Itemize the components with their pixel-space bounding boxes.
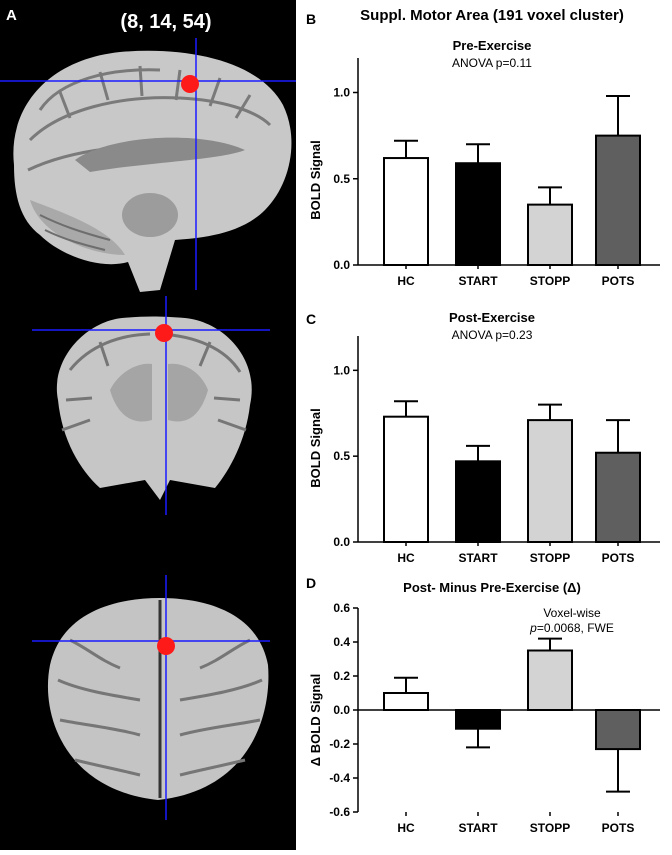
mni-coordinates: (8, 14, 54) <box>120 11 211 33</box>
x-tick-label-start: START <box>458 821 498 835</box>
y-tick-label: 0.2 <box>333 669 350 683</box>
y-tick-label: 1.0 <box>333 363 350 377</box>
annotation-voxel-wise: Voxel-wise <box>543 606 601 620</box>
chart-pre-exercise: Pre-Exercise ANOVA p=0.11 BOLD Signal 0.… <box>308 38 660 288</box>
annotation-p-rest: =0.0068, FWE <box>537 621 614 635</box>
charts-svg: B Suppl. Motor Area (191 voxel cluster) … <box>306 7 660 835</box>
x-tick-label-hc: HC <box>397 551 415 565</box>
sagittal-slice <box>0 38 296 292</box>
chart-title: Post-Exercise <box>449 310 535 325</box>
y-tick-label: 0.5 <box>333 172 350 186</box>
chart-title: Post- Minus Pre-Exercise (Δ) <box>403 580 581 595</box>
axial-cluster-marker <box>157 637 175 655</box>
bar-stopp <box>527 419 573 543</box>
bar-start <box>455 162 501 267</box>
y-tick-label: 0.4 <box>333 635 350 649</box>
brain-slices-panel: A (8, 14, 54) <box>0 0 296 850</box>
y-axis-label: BOLD Signal <box>308 408 323 487</box>
y-tick-label: 0.6 <box>333 601 350 615</box>
bar-stopp <box>527 203 573 266</box>
bar-start <box>455 460 501 544</box>
x-tick-label-pots: POTS <box>602 821 635 835</box>
coronal-cluster-marker <box>155 324 173 342</box>
bar-hc <box>383 692 429 711</box>
y-tick-label: -0.6 <box>329 805 350 819</box>
x-tick-label-start: START <box>458 551 498 565</box>
sagittal-cluster-marker <box>181 75 199 93</box>
charts-column: B Suppl. Motor Area (191 voxel cluster) … <box>296 0 672 850</box>
panel-letter-b: B <box>306 11 316 27</box>
axial-slice <box>32 575 270 820</box>
coronal-slice <box>32 296 270 515</box>
y-tick-label: 0.0 <box>333 535 350 549</box>
bar-hc <box>383 157 429 266</box>
x-tick-label-stopp: STOPP <box>530 274 570 288</box>
x-tick-label-hc: HC <box>397 274 415 288</box>
chart-subtitle: ANOVA p=0.11 <box>452 56 532 70</box>
brain-slices-svg: A (8, 14, 54) <box>0 7 296 820</box>
bar-pots <box>595 709 641 751</box>
panel-letter-a: A <box>6 7 17 24</box>
x-tick-label-pots: POTS <box>602 551 635 565</box>
panel-letter-d: D <box>306 575 316 591</box>
chart-subtitle: ANOVA p=0.23 <box>452 328 533 342</box>
x-tick-label-stopp: STOPP <box>530 551 570 565</box>
y-tick-label: -0.2 <box>329 737 350 751</box>
x-tick-label-stopp: STOPP <box>530 821 570 835</box>
y-tick-label: 0.0 <box>333 258 350 272</box>
chart-post-exercise: Post-Exercise ANOVA p=0.23 BOLD Signal 0… <box>308 310 660 565</box>
bar-hc <box>383 415 429 543</box>
y-axis-label: BOLD Signal <box>308 140 323 219</box>
bar-pots <box>595 451 641 544</box>
x-tick-label-pots: POTS <box>602 274 635 288</box>
y-tick-label: 1.0 <box>333 86 350 100</box>
y-tick-label: -0.4 <box>329 771 350 785</box>
y-tick-label: 0.5 <box>333 449 350 463</box>
chart-title: Pre-Exercise <box>453 38 532 53</box>
y-axis-label: Δ BOLD Signal <box>308 674 323 766</box>
panel-letter-c: C <box>306 311 316 327</box>
x-tick-label-start: START <box>458 274 498 288</box>
bar-pots <box>595 134 641 266</box>
annotation-p-letter: p <box>529 621 537 635</box>
chart-delta: Post- Minus Pre-Exercise (Δ) Voxel-wise … <box>308 580 660 835</box>
y-tick-label: 0.0 <box>333 703 350 717</box>
annotation-p-value: p=0.0068, FWE <box>529 621 614 635</box>
main-title: Suppl. Motor Area (191 voxel cluster) <box>360 7 624 24</box>
bar-start <box>455 709 501 730</box>
bar-stopp <box>527 649 573 711</box>
x-tick-label-hc: HC <box>397 821 415 835</box>
